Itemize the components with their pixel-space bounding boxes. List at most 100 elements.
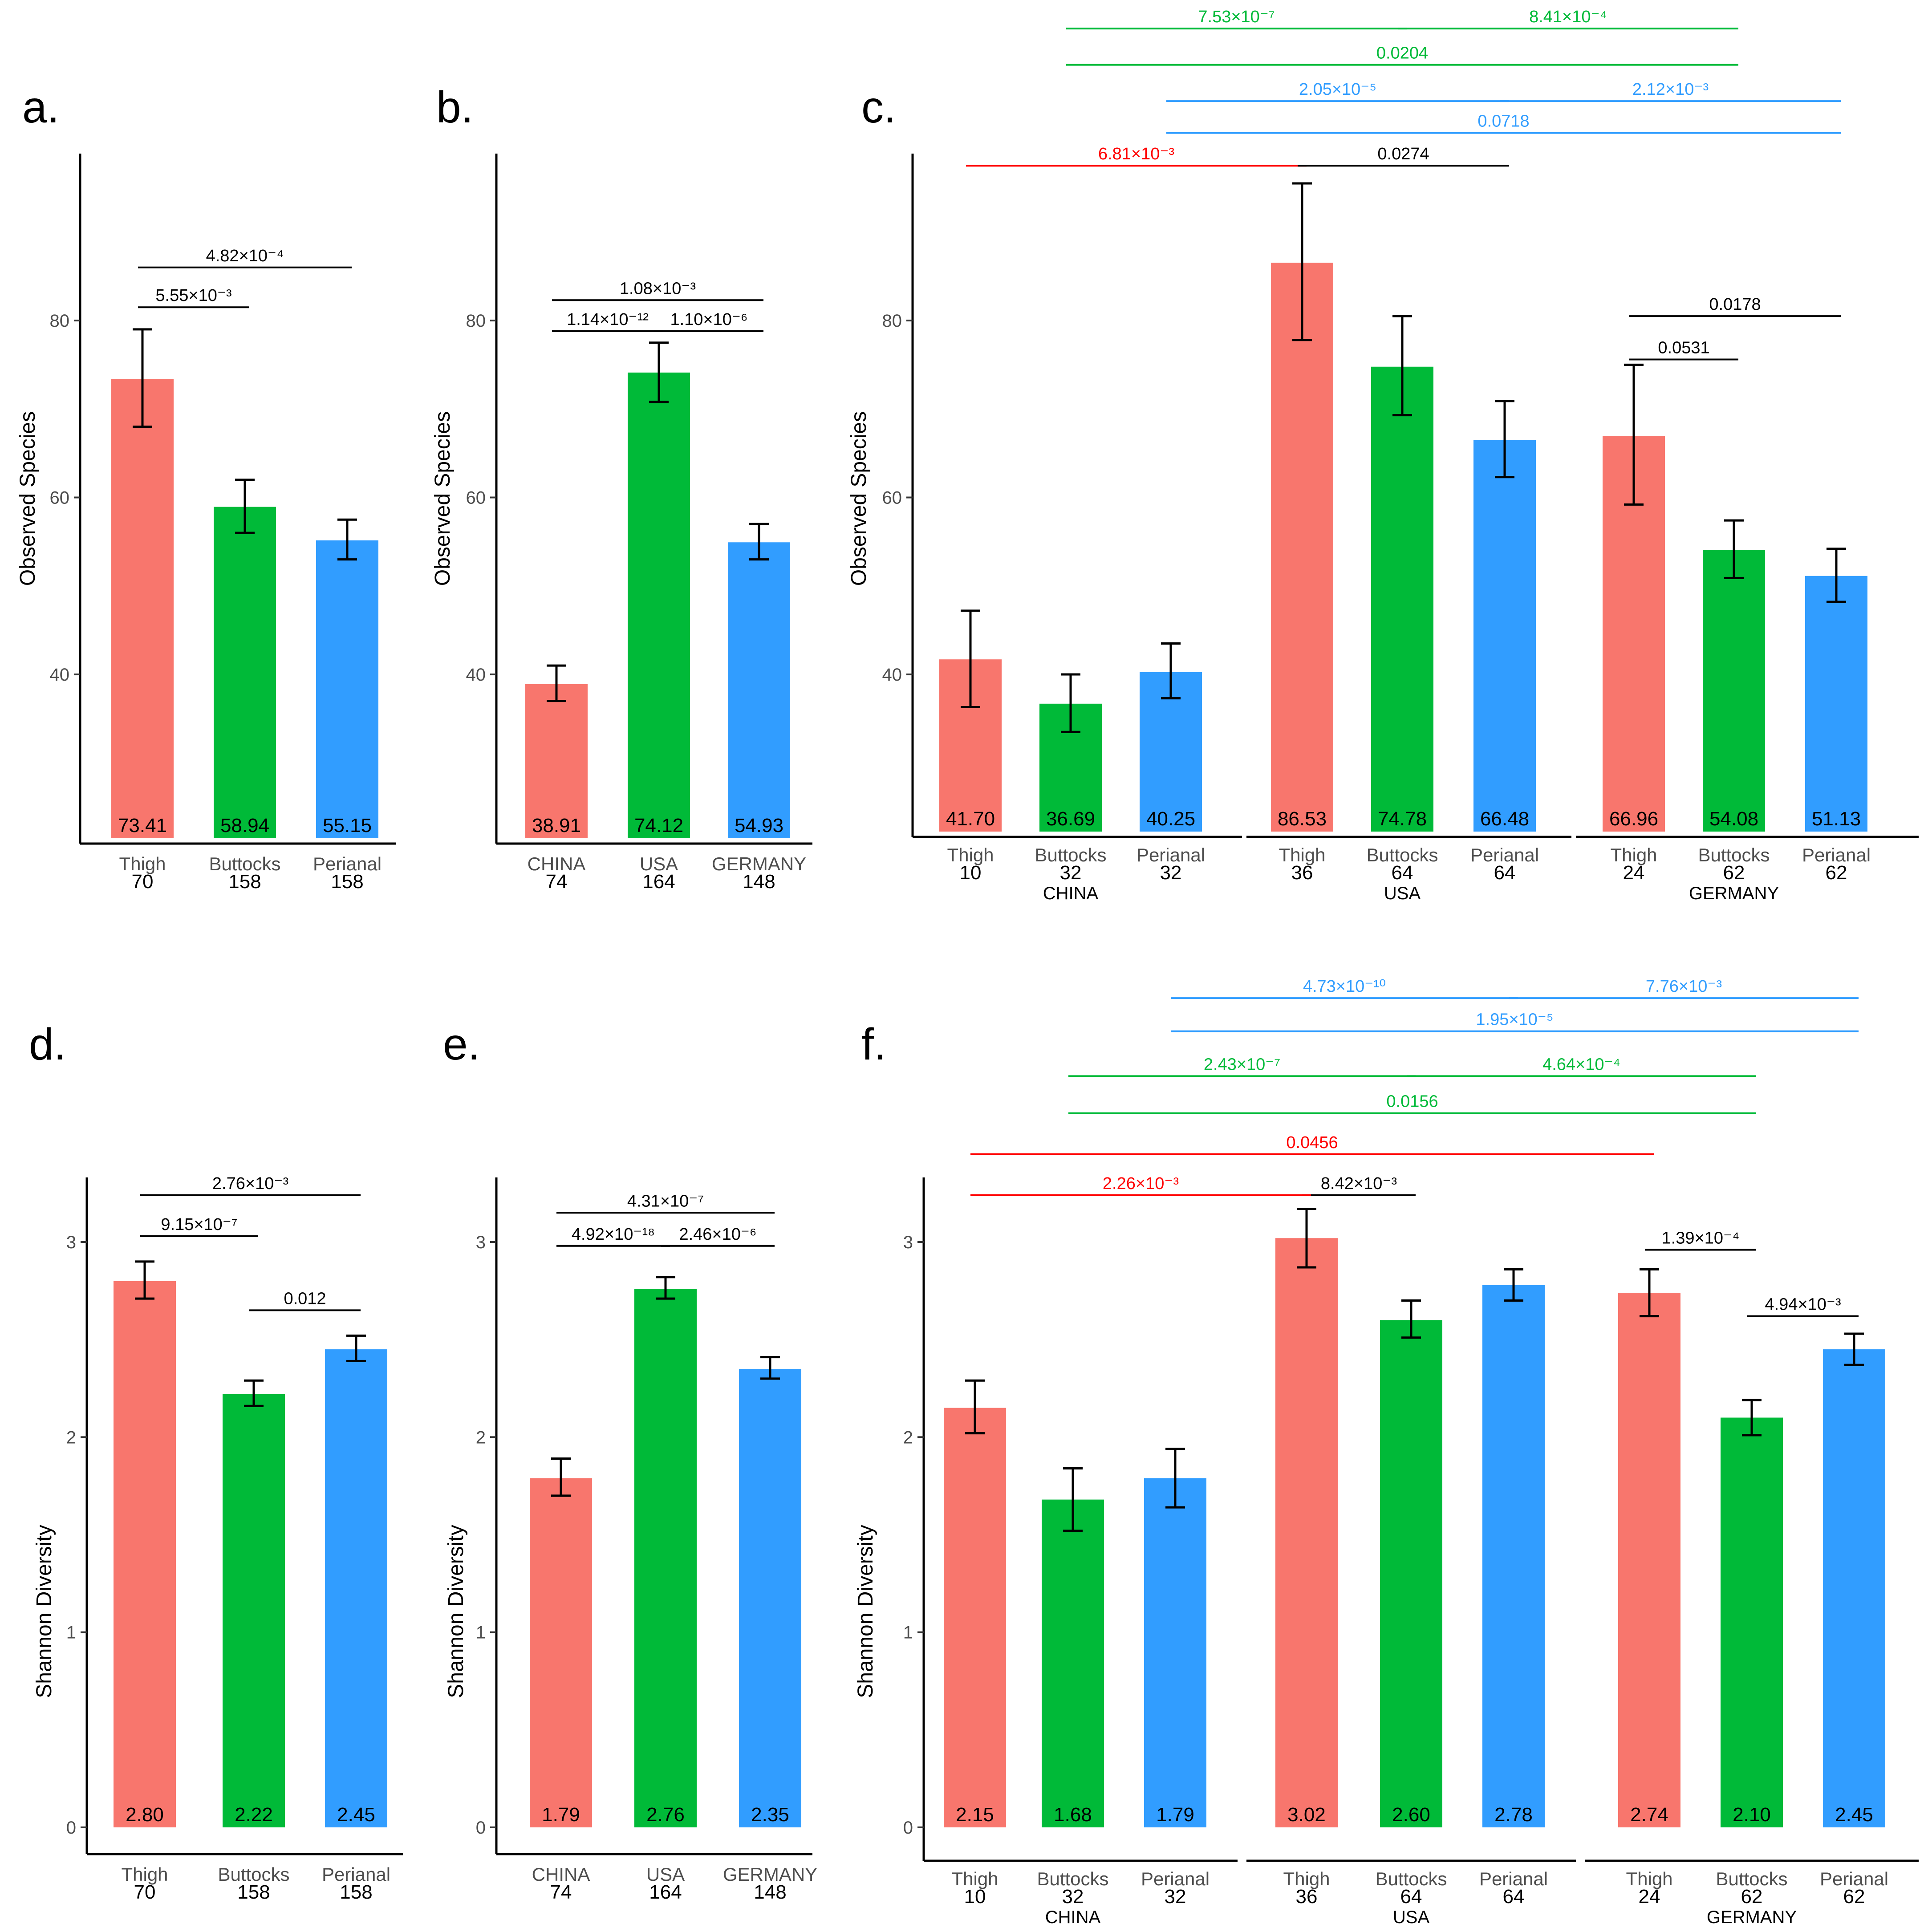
significance-p-value: 1.39×10⁻⁴ — [1662, 1229, 1740, 1248]
bar — [728, 542, 790, 838]
significance-p-value: 1.10×10⁻⁶ — [670, 310, 747, 329]
y-tick-label: 80 — [50, 311, 70, 331]
sample-size-label: 32 — [1062, 1886, 1084, 1908]
bar — [739, 1368, 801, 1827]
bar — [1721, 1417, 1783, 1827]
significance-p-value: 0.0456 — [1286, 1133, 1338, 1152]
x-category-label: Buttocks — [218, 1864, 289, 1885]
significance-p-value: 1.14×10⁻¹² — [567, 310, 649, 329]
bar-value-label: 2.45 — [337, 1804, 375, 1826]
sample-size-label: 62 — [1741, 1886, 1763, 1908]
group-label: CHINA — [1045, 1908, 1101, 1927]
bar — [1618, 1292, 1680, 1827]
x-category-label: Perianal — [1141, 1868, 1210, 1889]
y-tick-label: 1 — [66, 1623, 76, 1643]
x-category-label: Perianal — [1470, 844, 1539, 865]
sample-size-label: 32 — [1165, 1886, 1186, 1908]
bar-value-label: 2.45 — [1835, 1804, 1873, 1826]
bar — [1823, 1349, 1885, 1827]
significance-p-value: 8.41×10⁻⁴ — [1529, 8, 1607, 26]
sample-size-label: 64 — [1503, 1886, 1525, 1908]
x-category-label: Perianal — [313, 853, 382, 874]
sample-size-label: 148 — [754, 1881, 786, 1903]
bar — [111, 378, 174, 838]
sample-size-label: 64 — [1494, 862, 1516, 884]
bar-value-label: 2.35 — [751, 1804, 789, 1826]
y-tick-label: 40 — [50, 665, 70, 685]
bar — [325, 1349, 387, 1827]
sample-size-label: 158 — [340, 1881, 372, 1903]
x-category-label: Perianal — [1479, 1868, 1548, 1889]
y-tick-label: 2 — [903, 1428, 913, 1447]
bar — [1042, 1499, 1104, 1827]
bar — [634, 1289, 697, 1827]
y-axis-title: Shannon Diversity — [444, 1525, 468, 1698]
significance-p-value: 2.12×10⁻³ — [1632, 80, 1709, 99]
x-category-label: Perianal — [1820, 1868, 1888, 1889]
x-category-label: USA — [646, 1864, 685, 1885]
significance-p-value: 7.76×10⁻³ — [1646, 977, 1722, 996]
bar-value-label: 2.76 — [646, 1804, 685, 1826]
y-tick-label: 60 — [50, 488, 70, 508]
x-category-label: Perianal — [1137, 844, 1205, 865]
x-category-label: Thigh — [1283, 1868, 1330, 1889]
y-tick-label: 2 — [476, 1428, 486, 1447]
y-tick-label: 80 — [882, 311, 902, 331]
group-label: USA — [1393, 1908, 1430, 1927]
x-category-label: CHINA — [532, 1864, 590, 1885]
y-tick-label: 0 — [66, 1818, 76, 1838]
bar-value-label: 54.93 — [735, 815, 783, 836]
y-tick-label: 3 — [66, 1233, 76, 1252]
x-category-label: Buttocks — [1037, 1868, 1108, 1889]
significance-p-value: 2.46×10⁻⁶ — [679, 1225, 756, 1244]
bar-value-label: 2.74 — [1630, 1804, 1668, 1826]
y-tick-label: 0 — [476, 1818, 486, 1838]
sample-size-label: 74 — [546, 871, 568, 893]
significance-p-value: 8.42×10⁻³ — [1321, 1174, 1397, 1193]
sample-size-label: 24 — [1623, 862, 1645, 884]
sample-size-label: 24 — [1639, 1886, 1660, 1908]
x-category-label: Thigh — [1279, 844, 1325, 865]
bar-value-label: 36.69 — [1046, 808, 1095, 830]
significance-p-value: 0.012 — [284, 1289, 326, 1308]
bar-value-label: 66.96 — [1609, 808, 1658, 830]
x-category-label: Thigh — [951, 1868, 998, 1889]
sample-size-label: 62 — [1826, 862, 1847, 884]
panel-letter: e. — [443, 1019, 480, 1069]
sample-size-label: 64 — [1400, 1886, 1422, 1908]
bar — [1380, 1320, 1442, 1827]
x-category-label: GERMANY — [723, 1864, 817, 1885]
bar-value-label: 2.60 — [1392, 1804, 1430, 1826]
sample-size-label: 164 — [649, 1881, 682, 1903]
y-tick-label: 1 — [903, 1623, 913, 1643]
x-category-label: Buttocks — [209, 853, 280, 874]
panel-letter: a. — [22, 82, 59, 132]
x-category-label: USA — [640, 853, 678, 874]
y-tick-label: 60 — [882, 488, 902, 508]
significance-p-value: 1.08×10⁻³ — [620, 279, 696, 298]
sample-size-label: 32 — [1160, 862, 1182, 884]
y-axis-title: Shannon Diversity — [32, 1525, 56, 1698]
x-category-label: Thigh — [121, 1864, 168, 1885]
bar-value-label: 54.08 — [1709, 808, 1758, 830]
y-tick-label: 2 — [66, 1428, 76, 1447]
bar-value-label: 1.79 — [1156, 1804, 1194, 1826]
x-category-label: Perianal — [1802, 844, 1871, 865]
sample-size-label: 32 — [1060, 862, 1082, 884]
bar-value-label: 73.41 — [118, 815, 167, 836]
sample-size-label: 36 — [1291, 862, 1313, 884]
significance-p-value: 7.53×10⁻⁷ — [1198, 8, 1275, 26]
bar — [1275, 1238, 1338, 1827]
significance-p-value: 4.31×10⁻⁷ — [627, 1192, 704, 1210]
panel-letter: c. — [861, 82, 896, 132]
x-category-label: Buttocks — [1698, 844, 1770, 865]
x-category-label: Buttocks — [1716, 1868, 1787, 1889]
x-category-label: Thigh — [1610, 844, 1657, 865]
bar — [944, 1408, 1006, 1827]
group-label: USA — [1384, 884, 1421, 903]
bar-value-label: 86.53 — [1278, 808, 1327, 830]
bar-value-label: 2.10 — [1733, 1804, 1771, 1826]
